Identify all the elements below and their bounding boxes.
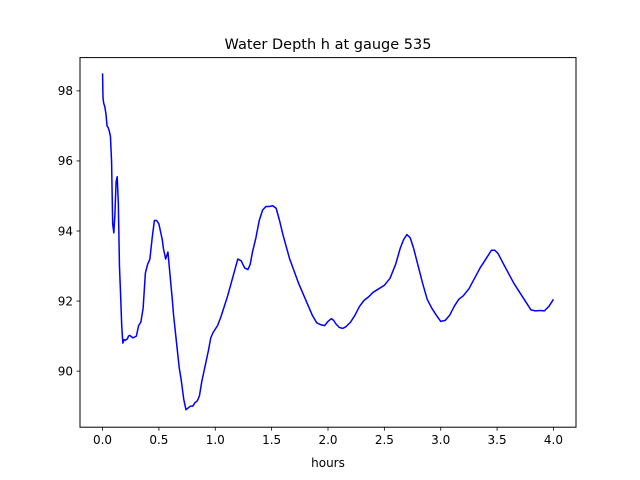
- y-tick-label: 90: [58, 364, 73, 378]
- x-tick-label: 0.5: [149, 433, 168, 447]
- x-tick-label: 3.0: [431, 433, 450, 447]
- y-tick-label: 96: [58, 154, 73, 168]
- x-tick-label: 4.0: [544, 433, 563, 447]
- x-tick-label: 1.0: [206, 433, 225, 447]
- y-tick-label: 94: [58, 224, 73, 238]
- x-tick-label: 1.5: [262, 433, 281, 447]
- series-line-0: [101, 73, 555, 411]
- x-tick-label: 2.5: [375, 433, 394, 447]
- chart-title: Water Depth h at gauge 535: [225, 37, 432, 53]
- x-axis-label: hours: [311, 456, 345, 470]
- plot-area: [80, 57, 576, 428]
- series-layer: [101, 73, 555, 411]
- y-tick-label: 92: [58, 294, 73, 308]
- y-axis: 90 92 94 96 98: [58, 84, 80, 378]
- x-axis: 0.0 0.5 1.0 1.5 2.0 2.5 3.0 3.5 4.0: [93, 427, 563, 447]
- x-tick-label: 0.0: [93, 433, 112, 447]
- x-tick-label: 2.0: [318, 433, 337, 447]
- x-tick-label: 3.5: [488, 433, 507, 447]
- y-tick-label: 98: [58, 84, 73, 98]
